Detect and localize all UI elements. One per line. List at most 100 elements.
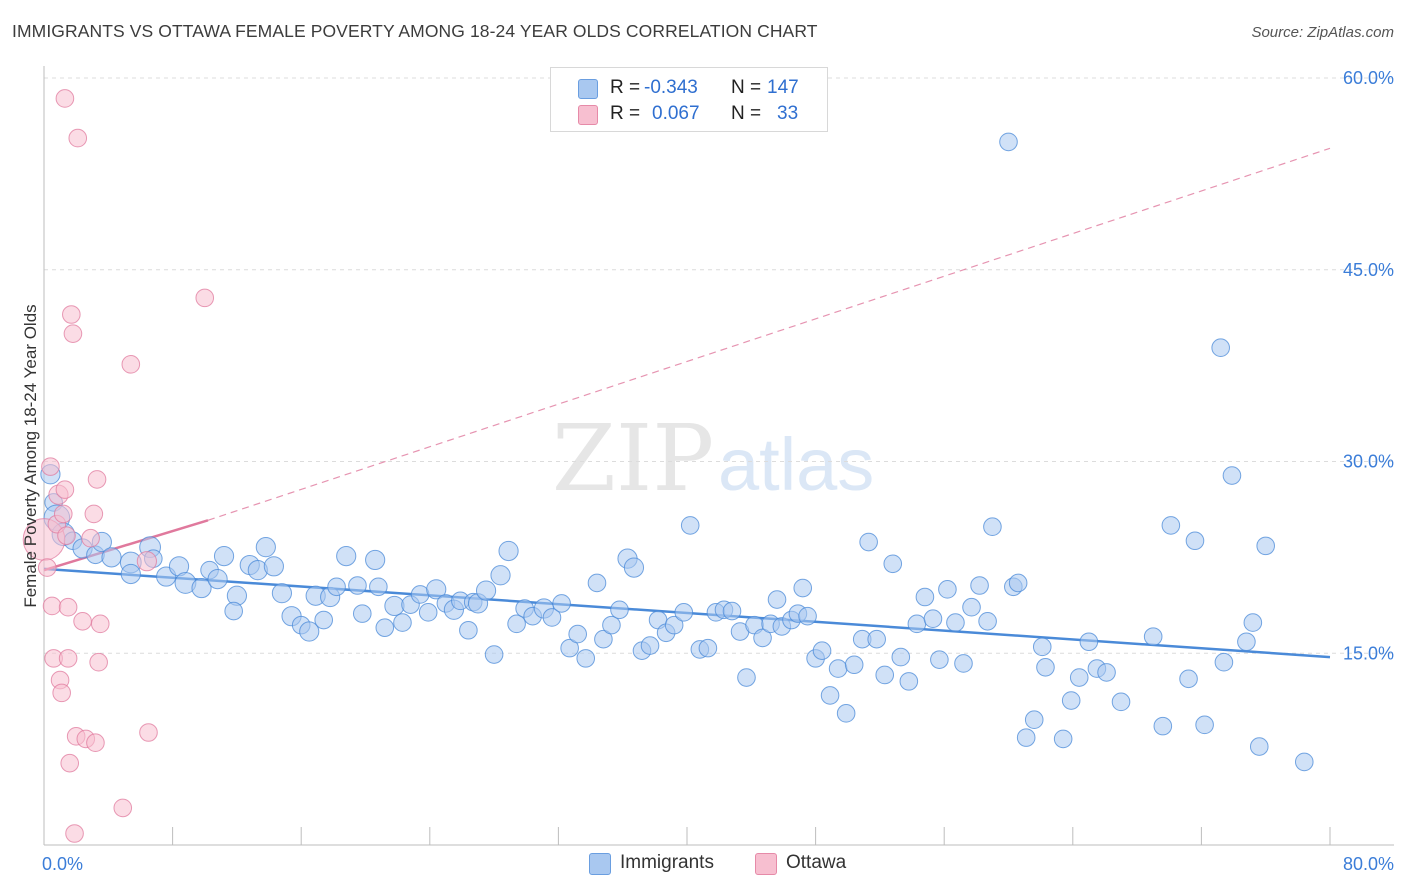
bottom-legend-label-immigrants: Immigrants <box>620 852 714 873</box>
legend-swatch-immigrants <box>578 79 598 99</box>
point-immigrants <box>623 557 645 578</box>
point-ottawa <box>63 324 83 343</box>
point-immigrants <box>737 668 756 687</box>
point-immigrants <box>907 614 927 634</box>
point-immigrants <box>978 611 997 631</box>
point-ottawa <box>52 683 71 703</box>
point-ottawa <box>65 824 84 843</box>
point-ottawa <box>121 355 141 374</box>
point-ottawa <box>55 480 75 499</box>
point-immigrants <box>1243 613 1263 632</box>
point-immigrants <box>1195 715 1214 735</box>
point-immigrants <box>213 545 235 567</box>
point-immigrants <box>568 624 587 644</box>
point-immigrants <box>1024 710 1044 730</box>
point-immigrants <box>793 578 813 598</box>
point-immigrants <box>836 704 856 723</box>
point-immigrants <box>698 638 718 658</box>
point-immigrants <box>552 594 571 613</box>
point-immigrants <box>299 621 320 642</box>
point-immigrants <box>602 615 621 635</box>
point-immigrants <box>384 595 405 617</box>
point-immigrants <box>883 554 903 574</box>
point-immigrants <box>336 545 357 567</box>
watermark-zip: ZIP <box>552 405 714 512</box>
point-immigrants <box>490 565 511 586</box>
axes <box>43 66 1394 846</box>
point-ottawa <box>58 597 78 617</box>
point-immigrants <box>418 603 438 622</box>
point-ottawa <box>68 128 88 148</box>
point-immigrants <box>498 540 519 562</box>
point-immigrants <box>930 650 949 669</box>
point-immigrants <box>844 655 864 675</box>
point-immigrants <box>999 132 1018 152</box>
point-immigrants <box>1097 663 1116 682</box>
legend-n-label: N = <box>731 103 762 124</box>
point-ottawa <box>58 649 78 668</box>
point-immigrants <box>369 577 388 597</box>
point-immigrants <box>859 532 878 552</box>
point-immigrants <box>1143 627 1163 646</box>
point-ottawa <box>84 504 104 524</box>
point-immigrants <box>1016 728 1036 747</box>
point-immigrants <box>348 576 367 595</box>
legend-n-value: 33 <box>777 103 799 124</box>
point-immigrants <box>640 636 660 655</box>
source-label: Source: ZipAtlas.com <box>1251 24 1394 41</box>
point-immigrants <box>459 620 478 640</box>
y-tick-label: 30.0% <box>1343 452 1394 472</box>
point-immigrants <box>954 654 973 673</box>
point-immigrants <box>271 583 293 604</box>
point-immigrants <box>1079 632 1099 652</box>
point-immigrants <box>1008 573 1028 593</box>
point-ottawa <box>55 89 75 108</box>
watermark: ZIP atlas <box>552 405 874 512</box>
chart-title: IMMIGRANTS VS OTTAWA FEMALE POVERTY AMON… <box>12 21 818 41</box>
point-immigrants <box>560 638 579 658</box>
point-immigrants <box>1053 729 1073 749</box>
y-tick-label: 15.0% <box>1343 643 1394 663</box>
point-immigrants <box>664 615 684 635</box>
legend-swatch-ottawa <box>578 105 598 125</box>
point-immigrants <box>891 647 911 667</box>
point-immigrants <box>828 659 848 678</box>
point-immigrants <box>587 573 607 593</box>
tick-labels: 15.0% 30.0% 45.0% 60.0% 0.0% 80.0% <box>42 68 1394 874</box>
point-immigrants <box>970 576 989 595</box>
point-immigrants <box>983 517 1002 536</box>
point-immigrants <box>915 587 935 607</box>
point-immigrants <box>594 629 613 649</box>
legend-n-label: N = <box>731 77 762 98</box>
point-immigrants <box>314 610 334 630</box>
point-immigrants <box>1185 531 1205 551</box>
point-ottawa <box>60 753 80 773</box>
point-ottawa <box>73 611 92 631</box>
point-immigrants <box>798 606 817 626</box>
point-immigrants <box>680 516 700 535</box>
point-immigrants <box>1222 466 1242 485</box>
point-immigrants <box>946 613 965 632</box>
data-points <box>22 89 1314 843</box>
point-immigrants <box>1161 516 1181 535</box>
point-immigrants <box>753 628 772 648</box>
point-immigrants <box>365 549 386 571</box>
point-immigrants <box>875 665 895 685</box>
trendline-ottawa-extended <box>207 147 1331 521</box>
bottom-legend-swatch-ottawa <box>755 853 777 875</box>
point-ottawa <box>37 558 57 577</box>
legend-r-label: R = <box>610 103 641 124</box>
point-immigrants <box>1214 652 1234 672</box>
point-immigrants <box>1179 669 1198 689</box>
point-immigrants <box>1069 668 1089 687</box>
legend-r-value: 0.067 <box>652 103 700 124</box>
point-immigrants <box>1256 536 1275 556</box>
point-immigrants <box>899 672 919 691</box>
point-immigrants <box>767 590 787 609</box>
point-ottawa <box>136 551 157 572</box>
point-immigrants <box>812 641 832 660</box>
point-immigrants <box>1211 338 1230 358</box>
x-tick-label: 0.0% <box>42 854 83 874</box>
legend: R = -0.343 N = 147 R = 0.067 N = 33 <box>550 67 828 132</box>
point-ottawa <box>87 470 107 489</box>
